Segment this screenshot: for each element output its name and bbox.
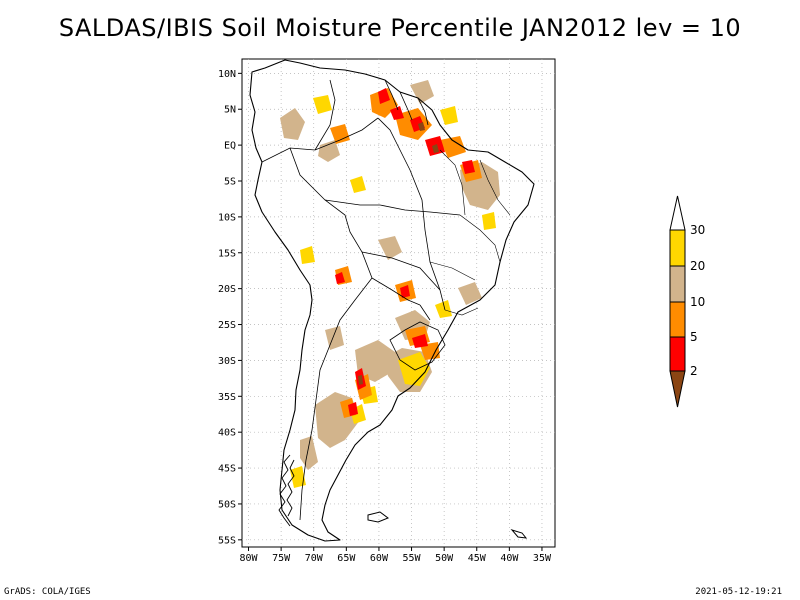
shade-10-20 — [280, 80, 500, 470]
colorbar-segment-2-5 — [669, 336, 686, 372]
lat-tick-label: 40S — [218, 428, 236, 439]
colorbar-label: 5 — [690, 330, 698, 344]
map-frame — [241, 58, 556, 548]
soil-moisture-shading — [280, 80, 500, 488]
lat-tick-label: 25S — [218, 320, 236, 331]
country-borders — [261, 79, 461, 521]
lat-tick-label: 55S — [218, 535, 236, 546]
colorbar-label: 20 — [690, 259, 705, 273]
lon-tick-label: 80W — [239, 553, 258, 564]
lat-tick-label: 45S — [218, 464, 236, 475]
lon-tick-label: 45W — [468, 553, 487, 564]
lat-tick-label: 15S — [218, 248, 236, 259]
lat-tick-label: 5N — [224, 105, 236, 116]
lon-tick-label: 35W — [533, 553, 552, 564]
footer-timestamp: 2021-05-12-19:21 — [695, 587, 782, 597]
south-america-coastline — [249, 59, 535, 542]
lat-tick-label: 10S — [218, 212, 236, 223]
colorbar-segment-5-10 — [669, 301, 686, 338]
falkland-islands — [367, 511, 390, 523]
colorbar-label: 2 — [690, 364, 698, 378]
lat-tick-label: 20S — [218, 284, 236, 295]
lon-tick-label: 50W — [435, 553, 454, 564]
lon-tick-label: 60W — [370, 553, 389, 564]
footer-grads-label: GrADS: COLA/IGES — [4, 587, 91, 597]
map-title: SALDAS/IBIS Soil Moisture Percentile JAN… — [58, 14, 742, 42]
lon-tick-label: 55W — [403, 553, 422, 564]
lat-tick-label: 10N — [218, 69, 236, 80]
colorbar-segment-below-2 — [669, 370, 686, 408]
axis-ticks: 80W 75W 70W 65W 60W 55W 50W 45W 40W 35W 10N 5N EQ 5S 1… — [218, 69, 552, 564]
lat-tick-label: 35S — [218, 392, 236, 403]
colorbar-label: 10 — [690, 295, 705, 309]
lon-tick-label: 75W — [272, 553, 291, 564]
lon-tick-label: 40W — [500, 553, 519, 564]
colorbar-label: 30 — [690, 223, 705, 237]
lat-tick-label: EQ — [224, 141, 236, 152]
colorbar: 30 20 10 5 2 — [669, 195, 705, 408]
colorbar-segment-20-30 — [669, 229, 686, 267]
colorbar-segment-above-30 — [669, 195, 686, 231]
lon-tick-label: 65W — [337, 553, 356, 564]
lon-tick-label: 70W — [305, 553, 324, 564]
chile-fjords — [278, 454, 295, 527]
lat-tick-label: 30S — [218, 356, 236, 367]
lat-tick-label: 50S — [218, 499, 236, 510]
shade-20-30 — [290, 95, 496, 488]
state-borders — [429, 149, 511, 316]
lat-tick-label: 5S — [224, 177, 236, 188]
south-georgia — [510, 529, 528, 539]
shade-below-2 — [358, 122, 439, 385]
colorbar-segment-10-20 — [669, 265, 686, 303]
